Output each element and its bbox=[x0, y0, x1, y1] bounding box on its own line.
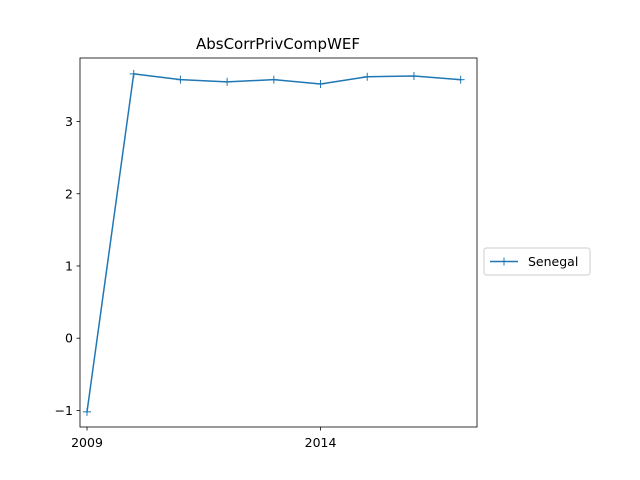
plot-area: −1 0 1 2 3 2009 2014 bbox=[55, 57, 478, 450]
data-point bbox=[363, 72, 372, 81]
data-point bbox=[409, 72, 418, 81]
data-point bbox=[129, 69, 138, 78]
plot-background bbox=[80, 58, 477, 427]
chart-title: AbsCorrPrivCompWEF bbox=[196, 35, 360, 53]
y-tick-label: −1 bbox=[55, 403, 73, 418]
data-point bbox=[83, 407, 92, 416]
legend-label: Senegal bbox=[528, 254, 578, 269]
y-tick-label: 0 bbox=[65, 331, 73, 346]
y-tick-label: 2 bbox=[65, 186, 73, 201]
data-point bbox=[316, 79, 325, 88]
x-tick-label: 2014 bbox=[305, 435, 337, 450]
data-point bbox=[223, 77, 232, 86]
legend-box bbox=[483, 247, 591, 276]
x-tick-label: 2009 bbox=[71, 435, 103, 450]
y-tick-label: 1 bbox=[65, 258, 73, 273]
legend: Senegal bbox=[483, 247, 591, 276]
data-point bbox=[176, 75, 185, 84]
axes-frame bbox=[79, 57, 478, 428]
data-point bbox=[269, 75, 278, 84]
y-tick-label: 3 bbox=[65, 114, 73, 129]
data-point bbox=[456, 75, 465, 84]
